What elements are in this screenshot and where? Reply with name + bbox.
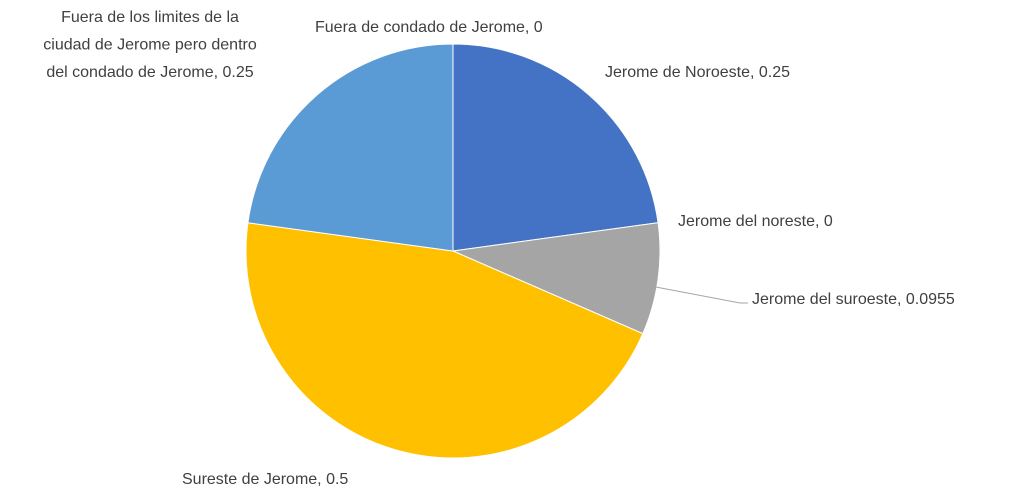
- pie-slice: [247, 43, 454, 252]
- data-label: Jerome del suroeste, 0.0955: [752, 291, 955, 308]
- data-label: Fuera de los limites de la ciudad de Jero…: [43, 9, 257, 81]
- data-label: Jerome del noreste, 0: [678, 213, 833, 230]
- pie-slice: [452, 43, 659, 252]
- data-label: Sureste de Jerome, 0.5: [182, 471, 348, 488]
- data-label-line: del condado de Jerome, 0.25: [46, 64, 253, 81]
- pie-slice: [245, 222, 644, 459]
- pie-slice: [451, 222, 661, 335]
- data-label: Jerome de Noroeste, 0.25: [605, 64, 790, 81]
- data-label-line: Fuera de los limites de la: [61, 9, 239, 26]
- data-label: Fuera de condado de Jerome, 0: [315, 19, 543, 36]
- data-label-line: ciudad de Jerome pero dentro: [43, 37, 257, 54]
- leader-line: [639, 283, 748, 304]
